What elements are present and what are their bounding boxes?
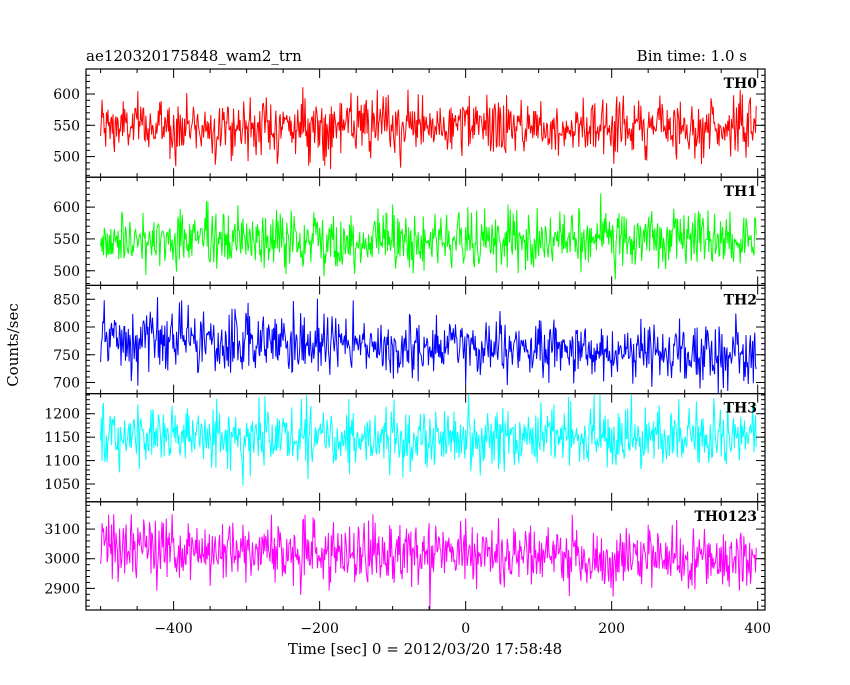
y-tick-label: 1050: [44, 477, 80, 493]
y-tick-label: 1150: [44, 430, 80, 446]
panel-th1: 500 550 600 TH1: [53, 176, 766, 286]
x-tick-label: 400: [744, 621, 771, 637]
panel-frame: [85, 176, 766, 286]
series-line-th0123: [100, 514, 757, 610]
panel-frame: [85, 501, 766, 611]
panel-th3: 1050 1100 1150 1200 TH3: [44, 393, 766, 503]
x-tick-label: 0: [461, 621, 470, 637]
panels-group: 500 550 600 TH0 500 550 600 TH1 700 750 800 850 TH2 1…: [44, 68, 766, 611]
series-line-th3: [100, 394, 757, 486]
x-axis: −400 −200 0 200 400: [154, 621, 771, 637]
y-tick-label: 550: [53, 232, 80, 248]
chart-title-right: Bin time: 1.0 s: [637, 47, 747, 65]
y-tick-label: 750: [53, 348, 80, 364]
y-tick-label: 1200: [44, 407, 80, 423]
panel-label-th2: TH2: [724, 292, 757, 308]
y-tick-label: 550: [53, 118, 80, 134]
x-tick-label: −400: [154, 621, 192, 637]
chart-title-left: ae120320175848_wam2_trn: [86, 47, 302, 65]
panel-label-th0123: TH0123: [694, 509, 757, 525]
y-tick-label: 800: [53, 320, 80, 336]
y-tick-label: 3100: [44, 522, 80, 538]
series-line-th0: [100, 87, 757, 170]
x-tick-label: 200: [598, 621, 625, 637]
y-tick-label: 2900: [44, 581, 80, 597]
panel-label-th3: TH3: [724, 401, 757, 417]
x-axis-label: Time [sec] 0 = 2012/03/20 17:58:48: [288, 640, 562, 658]
panel-label-th1: TH1: [724, 184, 757, 200]
panel-th2: 700 750 800 850 TH2: [53, 284, 766, 395]
y-tick-label: 500: [53, 150, 80, 166]
y-tick-label: 500: [53, 264, 80, 280]
x-tick-label: −200: [300, 621, 338, 637]
panel-th0: 500 550 600 TH0: [53, 68, 766, 178]
series-line-th1: [100, 193, 757, 280]
y-tick-label: 700: [53, 376, 80, 392]
y-tick-label: 3000: [44, 552, 80, 568]
y-tick-label: 600: [53, 87, 80, 103]
y-tick-label: 1100: [44, 454, 80, 470]
y-tick-label: 600: [53, 200, 80, 216]
series-line-th2: [100, 297, 757, 394]
panel-th0123: 2900 3000 3100 TH0123: [44, 501, 766, 611]
y-tick-label: 850: [53, 292, 80, 308]
y-axis-label: Counts/sec: [4, 303, 22, 387]
panel-label-th0: TH0: [724, 76, 758, 92]
